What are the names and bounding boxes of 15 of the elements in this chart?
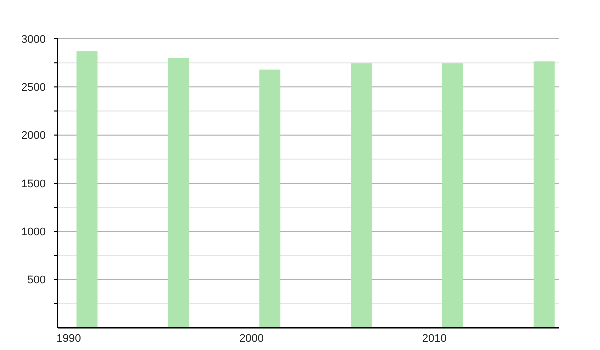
bar <box>351 64 372 328</box>
bar <box>442 64 464 328</box>
y-tick-label: 500 <box>28 274 46 287</box>
y-tick-label: 3000 <box>22 34 46 46</box>
y-tick-label: 1500 <box>22 178 46 190</box>
y-tick-label: 1000 <box>22 226 46 239</box>
x-tick-label: 1990 <box>56 333 82 345</box>
bar <box>168 58 190 328</box>
y-tick-label: 2500 <box>22 82 46 94</box>
x-tick-label: 2010 <box>422 333 447 345</box>
bar <box>76 52 98 328</box>
bar <box>534 62 555 328</box>
x-tick-label: 2000 <box>240 333 264 345</box>
bar <box>260 70 281 328</box>
y-tick-label: 2000 <box>22 130 46 142</box>
